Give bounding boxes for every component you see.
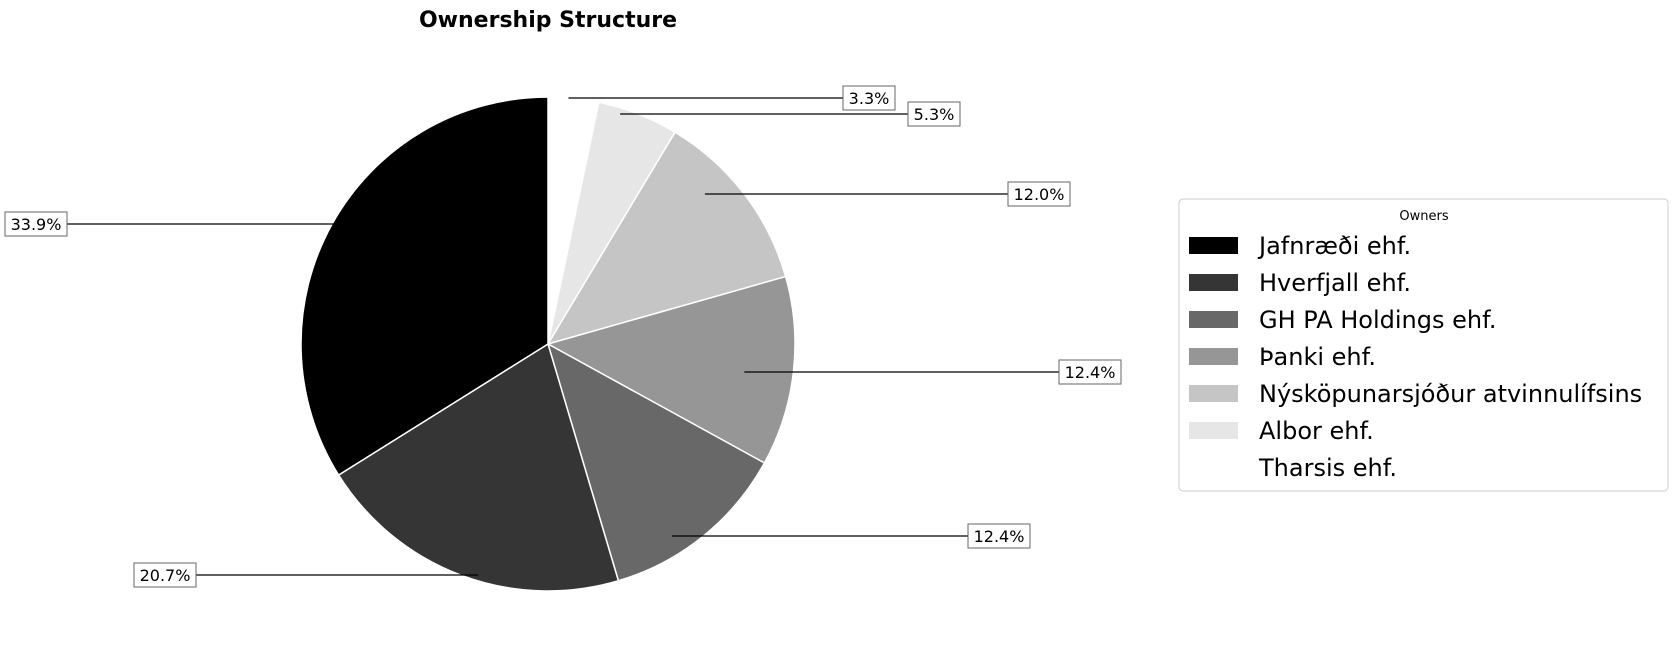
legend-swatch [1189,385,1238,402]
legend-label: Þanki ehf. [1259,343,1376,371]
legend-swatch [1189,237,1238,254]
pct-label: 5.3% [914,105,955,124]
pct-label-box [133,562,197,588]
pct-label-box [842,85,896,111]
pct-label: 33.9% [11,215,62,234]
legend-label: Hverfjall ehf. [1259,269,1411,297]
pct-label-box [1007,181,1071,207]
legend-label: Tharsis ehf. [1258,454,1397,482]
pct-label: 12.0% [1014,185,1065,204]
legend-title: Owners [1399,209,1448,224]
pie-labels: 3.3% 5.3% 12.0% 12.4% 12.4% 20.7% 33.9% [4,85,1122,588]
chart-title: Ownership Structure [419,8,677,33]
legend-swatch [1189,311,1238,328]
legend-frame [1178,198,1669,492]
pct-label-box [1058,359,1122,385]
legend-label: Nýsköpunarsjóður atvinnulífsins [1259,380,1642,408]
pct-label: 20.7% [140,566,191,585]
pct-label: 12.4% [974,527,1025,546]
legend-swatch [1189,422,1238,439]
pct-label-box [907,101,961,127]
legend-items: Jafnræði ehf. Hverfjall ehf. GH PA Holding… [1189,232,1642,482]
pct-label-box [967,523,1031,549]
pct-label: 12.4% [1065,363,1116,382]
pct-label: 3.3% [849,89,890,108]
legend-swatch [1189,459,1238,476]
pct-label-box [4,211,68,237]
pie-slices [300,96,796,592]
legend-swatch [1189,274,1238,291]
legend-swatch [1189,348,1238,365]
legend: Owners Jafnræði ehf. Hverfjall ehf. GH PA … [1178,198,1669,492]
legend-label: Jafnræði ehf. [1257,232,1411,260]
legend-label: GH PA Holdings ehf. [1259,306,1496,334]
legend-label: Albor ehf. [1259,417,1374,445]
